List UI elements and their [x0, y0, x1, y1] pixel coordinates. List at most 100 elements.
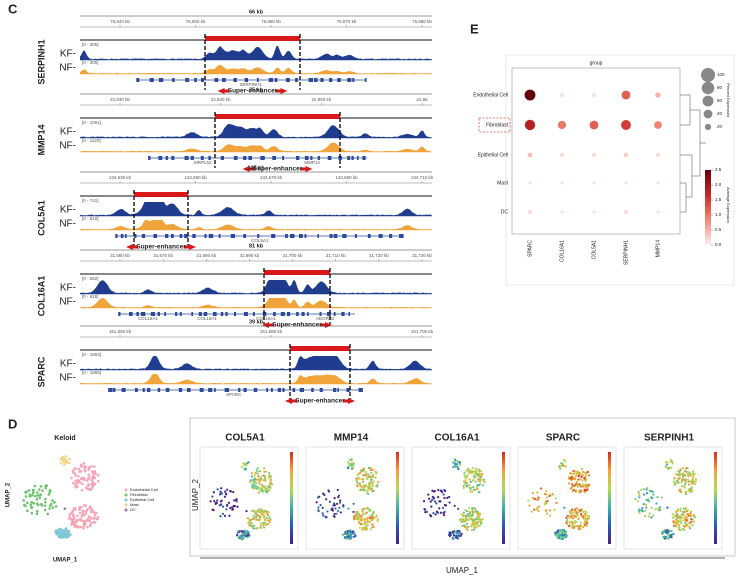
cell	[531, 491, 535, 495]
cell	[31, 488, 35, 492]
cell	[690, 520, 693, 524]
cell	[437, 488, 440, 492]
arrow	[249, 167, 255, 171]
exon	[186, 388, 191, 392]
cell	[375, 514, 378, 517]
cell	[338, 506, 341, 509]
cell	[582, 517, 585, 520]
cell	[470, 517, 474, 520]
feature-title: SPARC	[546, 433, 580, 444]
exon	[244, 78, 249, 82]
cell	[363, 517, 366, 521]
cell	[78, 508, 81, 511]
cell	[71, 509, 75, 513]
cell	[326, 510, 329, 513]
cell	[47, 493, 51, 496]
cell	[473, 473, 476, 476]
dot	[656, 210, 660, 214]
exon	[367, 234, 371, 238]
cell	[478, 474, 481, 477]
cell	[50, 502, 53, 506]
cell	[72, 481, 75, 485]
cell	[568, 525, 571, 528]
cell	[475, 469, 478, 472]
cell	[453, 504, 456, 507]
arrow	[262, 322, 269, 328]
dot	[621, 120, 631, 130]
cell	[77, 475, 80, 478]
arrow	[300, 167, 306, 171]
dot	[528, 210, 532, 214]
cell	[29, 503, 33, 506]
cell	[545, 489, 548, 493]
cell	[671, 462, 674, 465]
cell	[260, 487, 263, 491]
span-label: 105 kb	[247, 165, 265, 171]
cell	[258, 510, 261, 514]
cell	[257, 481, 260, 484]
cell	[576, 524, 579, 527]
cell	[213, 499, 216, 503]
cell	[36, 491, 39, 494]
cell	[569, 472, 572, 475]
cell	[348, 458, 352, 461]
cell	[376, 519, 379, 523]
cell	[562, 458, 566, 461]
cell	[584, 520, 587, 523]
exon	[290, 234, 295, 238]
cell	[244, 462, 247, 465]
cell	[477, 515, 480, 518]
cell	[253, 524, 256, 528]
cell	[374, 476, 377, 479]
cell	[82, 462, 86, 465]
size-tick-label: 100	[717, 72, 725, 77]
cell	[246, 535, 249, 539]
cell	[363, 520, 366, 523]
cell	[688, 521, 691, 524]
cell	[685, 470, 688, 473]
cell	[84, 486, 88, 490]
gene-label: SERPINH1	[239, 82, 262, 87]
range-label: [0 - 582]	[82, 276, 99, 281]
cell	[634, 498, 637, 501]
cell	[672, 520, 675, 523]
cell	[253, 474, 256, 477]
gene-label: MMP14	[304, 160, 320, 165]
cell	[692, 520, 695, 523]
cell	[638, 496, 641, 499]
cell	[527, 499, 530, 502]
cell	[263, 467, 266, 470]
cell	[581, 483, 584, 486]
exon	[333, 388, 337, 392]
exon	[184, 234, 188, 238]
exon	[190, 156, 194, 160]
cell	[338, 501, 342, 504]
super-enhancer-bar	[215, 114, 340, 119]
cell	[687, 475, 690, 478]
exon	[153, 234, 158, 238]
cell	[64, 459, 67, 463]
cell	[470, 470, 473, 473]
cell	[231, 506, 234, 509]
coordinate: 22,840 kb	[211, 97, 231, 102]
cell	[681, 510, 685, 513]
cell	[250, 522, 253, 525]
cell	[74, 467, 78, 471]
cell	[258, 515, 262, 518]
row-label: Endothelial Cell	[473, 92, 508, 98]
cell	[256, 472, 259, 475]
column-label: COL16A1	[559, 240, 565, 262]
enhancer-label: Super-enhancer	[295, 398, 345, 405]
enhancer-label: Super-enhancer	[272, 322, 322, 329]
panel-e-frame	[505, 54, 735, 286]
cell	[356, 484, 359, 488]
cell	[322, 514, 325, 517]
cell	[44, 497, 47, 501]
cell	[363, 507, 366, 510]
cell	[466, 513, 469, 516]
cell	[465, 515, 468, 518]
cell	[322, 492, 325, 495]
range-label: [0 - 810]	[82, 216, 99, 221]
cell	[30, 505, 33, 509]
cell	[260, 509, 263, 513]
